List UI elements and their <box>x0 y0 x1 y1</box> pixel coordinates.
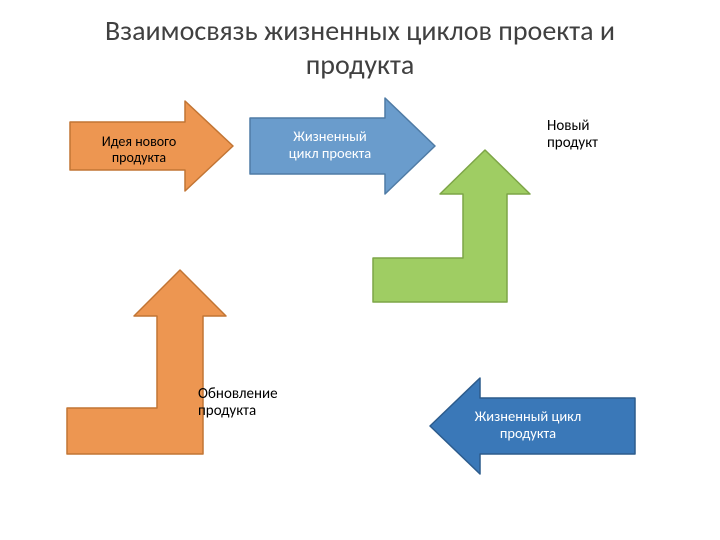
label-idea: Идея новогопродукта <box>84 134 194 166</box>
diagram-stage: Взаимосвязь жизненных циклов проекта ипр… <box>0 0 720 540</box>
arrow-update <box>67 270 226 454</box>
label-product: Жизненный циклпродукта <box>458 408 598 441</box>
label-update: Обновлениепродукта <box>198 386 318 421</box>
label-project: Жизненныйцикл проекта <box>270 128 390 161</box>
arrows-layer <box>0 0 720 540</box>
label-new-product: Новыйпродукт <box>547 118 647 153</box>
